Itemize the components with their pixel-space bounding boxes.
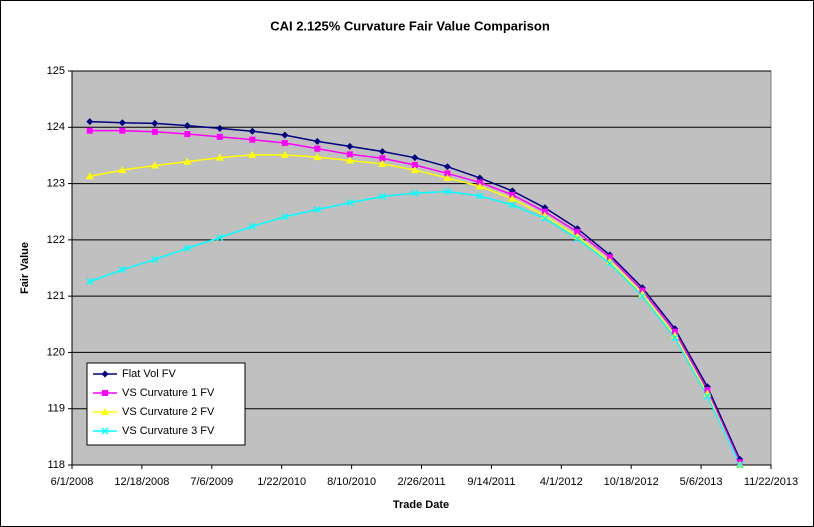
marker <box>151 128 158 135</box>
marker <box>345 156 354 164</box>
x-tick-label: 8/10/2010 <box>327 476 376 488</box>
marker <box>346 151 353 158</box>
marker <box>313 205 321 213</box>
x-tick-label: 10/18/2012 <box>604 476 659 488</box>
marker <box>444 170 451 177</box>
marker <box>541 214 549 222</box>
marker <box>280 150 289 158</box>
x-tick-label: 5/6/2013 <box>680 476 723 488</box>
y-axis-label: Fair Value <box>19 242 31 294</box>
marker <box>281 140 288 147</box>
x-tick-label: 1/22/2010 <box>257 476 306 488</box>
marker <box>248 127 256 135</box>
x-tick-label: 9/14/2011 <box>467 476 515 488</box>
marker <box>215 153 224 161</box>
marker <box>216 234 224 242</box>
marker <box>313 153 322 161</box>
marker <box>86 127 93 134</box>
x-tick-label: 2/26/2011 <box>397 476 445 488</box>
x-tick-label: 11/22/2013 <box>744 476 798 488</box>
marker <box>183 122 191 130</box>
marker <box>606 259 614 268</box>
marker <box>378 192 386 201</box>
x-tick-label: 12/18/2008 <box>114 476 169 488</box>
y-tick-label: 118 <box>47 459 65 471</box>
marker <box>118 119 126 127</box>
marker <box>150 161 159 169</box>
marker <box>443 173 452 181</box>
marker <box>508 201 516 209</box>
marker <box>281 131 289 139</box>
y-tick-label: 124 <box>47 121 65 133</box>
marker <box>281 213 289 221</box>
marker <box>378 147 386 155</box>
y-tick-label: 123 <box>47 177 65 189</box>
marker <box>102 390 108 396</box>
marker <box>184 131 191 138</box>
x-axis-label: Trade Date <box>393 499 449 511</box>
x-tick-label: 4/1/2012 <box>540 476 583 488</box>
chart-title: CAI 2.125% Curvature Fair Value Comparis… <box>270 18 550 33</box>
marker <box>703 392 711 400</box>
marker <box>736 461 744 469</box>
marker <box>346 199 354 207</box>
marker <box>151 256 159 264</box>
marker <box>314 145 321 152</box>
marker <box>119 127 126 134</box>
marker <box>216 124 224 132</box>
marker <box>411 189 419 197</box>
legend-label: VS Curvature 1 FV <box>122 387 215 399</box>
marker <box>476 192 484 200</box>
marker <box>101 427 109 435</box>
y-tick-label: 122 <box>47 234 65 246</box>
marker <box>411 154 419 162</box>
marker <box>378 159 387 167</box>
marker <box>101 408 109 415</box>
marker <box>249 136 256 143</box>
y-tick-label: 120 <box>47 346 65 358</box>
marker <box>86 277 94 286</box>
marker <box>379 155 386 162</box>
marker <box>638 292 646 300</box>
marker <box>183 157 192 165</box>
marker <box>346 142 354 150</box>
marker <box>410 166 419 174</box>
marker <box>151 119 159 127</box>
marker <box>508 194 517 202</box>
marker <box>248 222 256 230</box>
marker <box>85 172 94 180</box>
marker <box>313 137 321 145</box>
marker <box>183 244 191 252</box>
x-tick-label: 7/6/2009 <box>190 476 233 488</box>
marker <box>574 228 581 235</box>
marker <box>216 133 223 140</box>
marker <box>443 187 451 195</box>
y-tick-label: 119 <box>47 403 65 415</box>
marker <box>411 161 418 168</box>
marker <box>248 150 257 158</box>
marker <box>118 266 126 274</box>
legend-label: VS Curvature 2 FV <box>122 406 215 418</box>
marker <box>475 182 484 190</box>
marker <box>443 163 451 171</box>
marker <box>101 370 109 378</box>
legend-label: VS Curvature 3 FV <box>122 425 215 437</box>
y-tick-label: 121 <box>47 290 65 302</box>
x-tick-label: 6/1/2008 <box>51 476 94 488</box>
legend-label: Flat Vol FV <box>122 368 176 380</box>
marker <box>118 166 127 174</box>
marker <box>671 334 679 342</box>
marker <box>86 118 94 126</box>
marker <box>573 235 581 243</box>
y-tick-label: 125 <box>47 65 65 77</box>
